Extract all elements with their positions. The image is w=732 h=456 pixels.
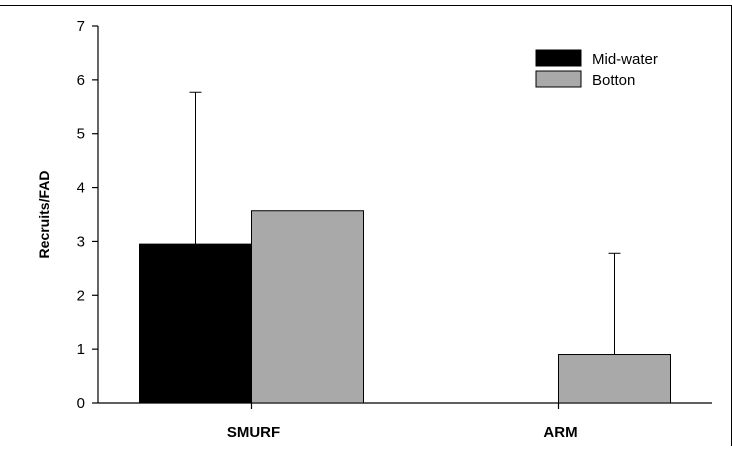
y-tick-label: 3 — [77, 233, 85, 250]
bar-botton-arm — [558, 354, 671, 404]
bar-mid-water-smurf — [139, 243, 252, 404]
x-tick-label: SMURF — [227, 424, 280, 441]
y-tick-label: 6 — [77, 72, 85, 89]
legend-label: Botton — [592, 72, 635, 89]
y-axis-label: Recruits/FAD — [36, 171, 52, 259]
y-tick-label: 4 — [77, 180, 85, 197]
x-tick-label: ARM — [543, 424, 577, 441]
legend-swatch — [535, 49, 582, 67]
legend-swatch — [535, 70, 582, 88]
legend-label: Mid-water — [592, 51, 658, 68]
y-tick-label: 2 — [77, 287, 85, 304]
y-tick-label: 1 — [77, 341, 85, 358]
bar-botton-smurf — [251, 210, 364, 404]
y-tick-label: 7 — [77, 18, 85, 35]
top-border-line — [0, 5, 732, 6]
y-tick-label: 0 — [77, 395, 85, 412]
y-tick-label: 5 — [77, 126, 85, 143]
